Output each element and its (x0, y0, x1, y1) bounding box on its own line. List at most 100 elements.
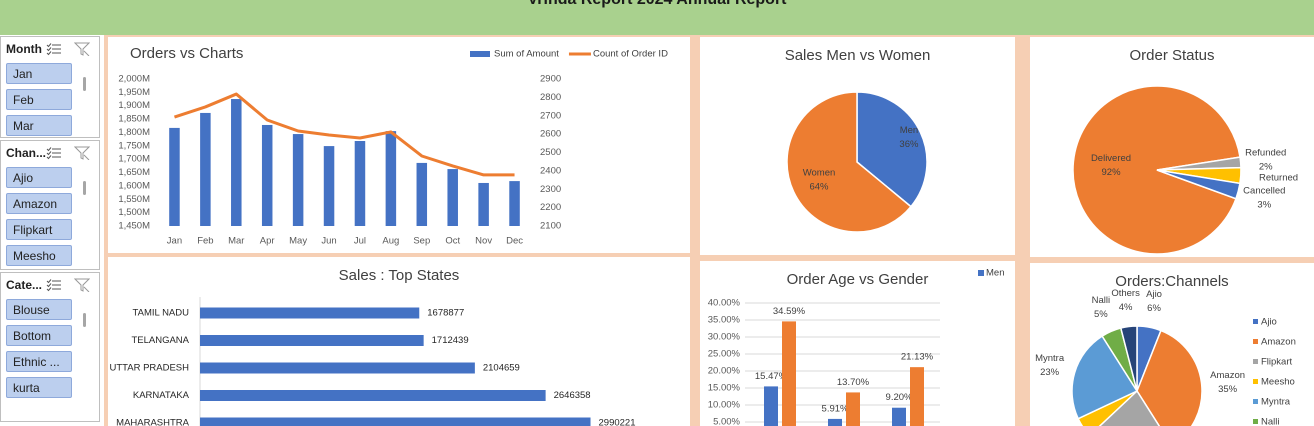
slicer-item[interactable]: Ethnic ... (6, 351, 72, 372)
y-tick-label: 15.00% (708, 383, 741, 394)
slicer-item[interactable]: Mar (6, 115, 72, 136)
slicer-header: Cate... (6, 278, 43, 292)
y-tick-label: TELANGANA (131, 335, 189, 346)
chart-title: Order Age vs Gender (787, 271, 929, 288)
multi-select-button[interactable] (46, 42, 62, 61)
legend-swatch (1253, 419, 1258, 424)
y2-tick-label: 2400 (540, 165, 561, 176)
x-tick-label: Feb (197, 236, 213, 247)
y-tick-label: 40.00% (708, 298, 741, 309)
data-label: 2% (1259, 162, 1273, 173)
slice-label: Nalli (1092, 295, 1110, 306)
legend-label: Ajio (1261, 317, 1277, 328)
bar (416, 162, 428, 226)
pie-slice (856, 91, 928, 208)
y2-tick-label: 2500 (540, 147, 561, 158)
legend-label: Flipkart (1261, 357, 1293, 368)
slice-label: Delivered (1091, 153, 1131, 164)
slice-label: Cancelled (1243, 185, 1285, 196)
slice-label: Amazon (1210, 370, 1245, 381)
data-label: 21.13% (901, 352, 934, 363)
data-label: 13.70% (837, 377, 870, 388)
scrollbar[interactable] (83, 181, 86, 195)
data-label: 92% (1102, 167, 1122, 178)
slice-label: Refunded (1245, 148, 1286, 159)
multi-select-button[interactable] (46, 146, 62, 165)
chart-panel: Sales Men vs Women Men 36% Women 64% (700, 37, 1015, 255)
data-label: 64% (809, 181, 829, 192)
y-tick-label: UTTAR PRADESH (109, 363, 189, 374)
y2-tick-label: 2600 (540, 129, 561, 140)
slicer-item[interactable]: Jan (6, 63, 72, 84)
legend-swatch (1253, 379, 1258, 384)
legend-swatch (1253, 399, 1258, 404)
multi-select-button[interactable] (46, 278, 62, 297)
x-tick-label: Jan (167, 236, 182, 247)
y-tick-label: 1,750M (118, 140, 150, 151)
pie-slice (1098, 389, 1161, 426)
legend-label: Amazon (1261, 337, 1296, 348)
x-tick-label: May (289, 236, 307, 247)
x-tick-label: Sep (413, 236, 430, 247)
slicer-item[interactable]: Amazon (6, 193, 72, 214)
chart-title: Sales : Top States (339, 267, 460, 284)
slicer-header: Chan... (6, 146, 47, 160)
legend-label: Count of Order ID (593, 49, 668, 60)
chart-panel: Orders:ChannelsAjio6%Amazon35%FlipkartMe… (1030, 263, 1314, 426)
bar (892, 407, 906, 426)
y-tick-label: KARNATAKA (133, 390, 190, 401)
data-label: 1712439 (432, 335, 469, 346)
bar (200, 417, 591, 426)
pie-slice (1156, 169, 1241, 200)
legend-swatch (1253, 319, 1258, 324)
y-tick-label: 1,700M (118, 154, 150, 165)
legend-swatch (978, 270, 984, 276)
y-tick-label: 10.00% (708, 400, 741, 411)
slicer-item[interactable]: Feb (6, 89, 72, 110)
pie-slice (1071, 335, 1139, 420)
slice-label: Returned (1259, 173, 1298, 184)
clear-filter-button[interactable] (73, 278, 91, 297)
x-tick-label: Aug (382, 236, 399, 247)
slice-label: Ajio (1146, 289, 1162, 300)
slicer-item[interactable]: Flipkart (6, 219, 72, 240)
bar (200, 112, 211, 226)
slice-label: Myntra (1035, 353, 1065, 364)
chart: Order Status Delivered 92% Refunded 2%Return… (1072, 47, 1298, 255)
slicer-item[interactable]: Bottom (6, 325, 72, 346)
slicer-item[interactable]: kurta (6, 377, 72, 398)
data-label: 4% (1119, 302, 1133, 313)
data-label: 5.91% (822, 403, 849, 414)
scrollbar[interactable] (83, 313, 86, 327)
y-tick-label: 1,450M (118, 221, 150, 232)
data-label: 5% (1094, 309, 1108, 320)
scrollbar[interactable] (83, 77, 86, 91)
y-tick-label: 1,650M (118, 167, 150, 178)
y-tick-label: 1,550M (118, 194, 150, 205)
slicer-item[interactable]: Ajio (6, 167, 72, 188)
bar (200, 390, 546, 401)
x-tick-label: Dec (506, 236, 523, 247)
x-tick-label: Apr (260, 236, 275, 247)
data-label: 2104659 (483, 363, 520, 374)
line (173, 92, 515, 177)
bar (200, 307, 420, 319)
slice-label: Others (1111, 288, 1140, 299)
y2-tick-label: 2900 (540, 74, 561, 85)
bar (509, 181, 520, 226)
slicer: Chan... Ajio Amazon Flipkart Meesho (0, 140, 100, 270)
bar (447, 169, 458, 226)
y-tick-label: 20.00% (708, 366, 741, 377)
chart-panel: Orders vs Charts 1,450M 1,500M 1,550M 1,600M… (108, 37, 690, 253)
slicer-item[interactable]: Blouse (6, 299, 72, 320)
chart-title: Sales Men vs Women (785, 47, 931, 64)
data-label: 35% (1218, 384, 1238, 395)
bar (169, 127, 180, 226)
clear-filter-button[interactable] (73, 42, 91, 61)
y-tick-label: 1,950M (118, 87, 150, 98)
chart-title: Orders vs Charts (130, 45, 243, 62)
y2-tick-label: 2200 (540, 202, 561, 213)
slicer-item[interactable]: Meesho (6, 245, 72, 266)
clear-filter-button[interactable] (73, 146, 91, 165)
y-tick-label: 5.00% (713, 417, 740, 426)
